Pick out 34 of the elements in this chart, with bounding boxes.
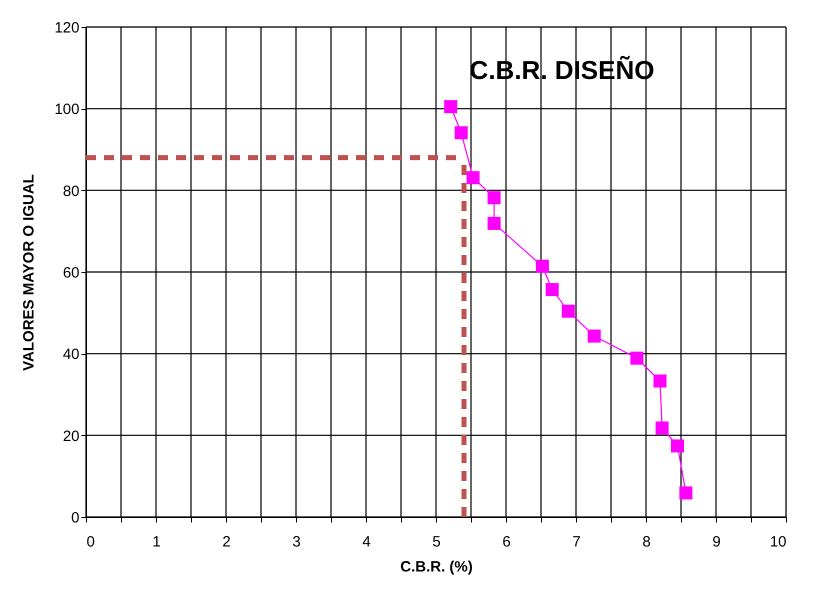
x-tick-label: 6 — [502, 534, 511, 550]
y-tick-label: 80 — [62, 182, 80, 200]
y-tick-label: 0 — [71, 510, 80, 526]
point — [653, 374, 667, 388]
x-tick-label: 3 — [292, 534, 301, 550]
point — [546, 283, 559, 296]
x-axis-title: C.B.R. (%) — [400, 558, 473, 576]
y-tick-label: 40 — [62, 346, 80, 364]
y-tick-label: 100 — [54, 101, 80, 118]
point — [466, 171, 480, 184]
point — [588, 330, 601, 343]
y-tick-label: 60 — [62, 264, 80, 282]
x-tick-label: 7 — [572, 534, 581, 550]
x-tick-label: 5 — [432, 534, 441, 550]
point — [536, 260, 549, 273]
point — [630, 352, 644, 365]
x-tick-label: 0 — [86, 534, 95, 550]
y-axis-title: VALORES MAYOR O IGUAL — [20, 174, 38, 371]
point — [562, 304, 575, 318]
x-tick-label: 2 — [222, 534, 231, 550]
point — [679, 486, 692, 500]
y-tick-label: 120 — [54, 20, 80, 36]
point — [488, 216, 501, 230]
point — [656, 421, 669, 434]
x-tick-label: 4 — [362, 534, 371, 550]
point — [454, 126, 468, 140]
x-tick-label: 8 — [642, 534, 651, 550]
x-tick-label: 1 — [152, 534, 161, 550]
x-tick-label: 9 — [712, 534, 721, 550]
point — [444, 100, 458, 114]
y-tick-label: 20 — [62, 428, 80, 445]
x-tick-label: 10 — [770, 534, 786, 550]
point — [670, 439, 684, 452]
point — [488, 191, 501, 204]
